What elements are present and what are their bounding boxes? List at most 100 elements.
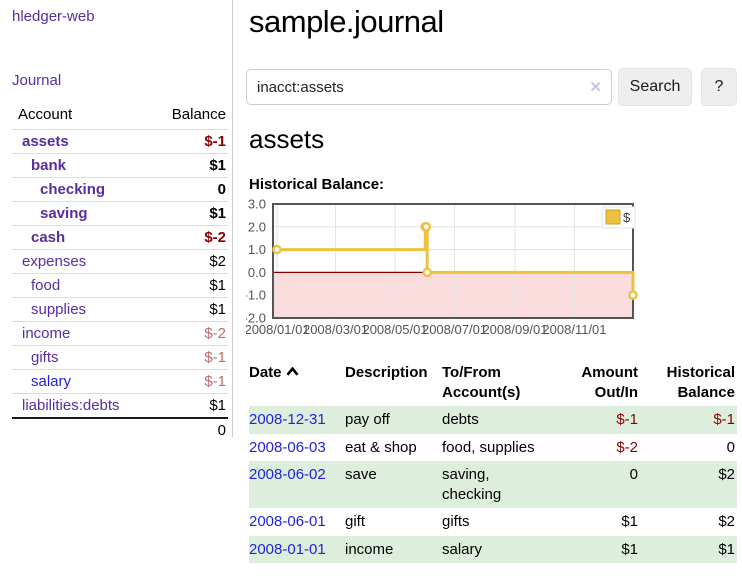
account-row: food $1 <box>12 273 228 298</box>
transaction-description: income <box>345 540 394 558</box>
search-input[interactable] <box>257 70 587 104</box>
transaction-balance: $-1 <box>713 411 735 428</box>
accounts-total-row: 0 <box>12 417 228 442</box>
register-header-balance: Historical Balance <box>666 364 735 401</box>
sidebar: hledger-web Journal Account Balance asse… <box>0 0 233 442</box>
register-header-description: Description <box>345 364 428 381</box>
sort-ascending-icon <box>286 367 299 376</box>
register-account-heading: assets <box>249 124 325 154</box>
transaction-row: 2008-06-02 save saving, checking 0 $2 <box>249 461 737 508</box>
transaction-balance: 0 <box>726 438 735 456</box>
transaction-date-link[interactable]: 2008-01-01 <box>249 540 326 558</box>
account-row: income $-2 <box>12 321 228 346</box>
account-link[interactable]: checking <box>40 181 106 198</box>
transaction-balance: $2 <box>718 466 735 483</box>
account-balance: $-2 <box>149 225 228 250</box>
svg-text:2008/05/01: 2008/05/01 <box>362 322 427 337</box>
account-row: saving $1 <box>12 201 228 226</box>
account-row: supplies $1 <box>12 297 228 322</box>
register-header-date[interactable]: Date <box>249 361 345 406</box>
svg-text:2008/09/01: 2008/09/01 <box>482 322 547 337</box>
balance-chart: $3.0 2.0 1.0 0.0 -1.0 -2.02008/01/012008/03/0… <box>244 197 638 337</box>
transaction-accounts: saving, checking <box>442 466 502 503</box>
account-link[interactable]: cash <box>31 229 66 246</box>
sidebar-item-journal[interactable]: Journal <box>12 72 62 89</box>
account-row: gifts $-1 <box>12 345 228 370</box>
transaction-description: eat & shop <box>345 438 417 456</box>
transaction-balance: $2 <box>718 513 735 530</box>
account-row: salary $-1 <box>12 369 228 394</box>
account-balance: $1 <box>149 297 228 322</box>
account-link[interactable]: bank <box>31 157 67 174</box>
transaction-date-link[interactable]: 2008-12-31 <box>249 411 326 428</box>
app-brand-link[interactable]: hledger-web <box>12 8 95 25</box>
account-balance: $1 <box>149 153 228 178</box>
transaction-row: 2008-06-03 eat & shop food, supplies $-2 0 <box>249 434 737 462</box>
account-balance: 0 <box>149 177 228 202</box>
transaction-accounts: food, supplies <box>442 438 535 456</box>
transaction-amount: 0 <box>629 466 638 483</box>
register-table: Date Description To/From Account(s) Amou… <box>249 361 737 563</box>
account-row: expenses $2 <box>12 249 228 274</box>
account-row: cash $-2 <box>12 225 228 250</box>
transaction-date-link[interactable]: 2008-06-02 <box>249 466 326 483</box>
search-box: ✕ <box>246 69 612 105</box>
transaction-date-link[interactable]: 2008-06-03 <box>249 438 326 456</box>
transaction-accounts: debts <box>442 411 479 428</box>
transaction-row: 2008-01-01 income salary $1 $1 <box>249 535 737 563</box>
accounts-table: Account Balance assets $-1 bank $1 checking 0… <box>12 102 228 442</box>
transaction-description: pay off <box>345 411 390 428</box>
search-button[interactable]: Search <box>618 68 692 106</box>
accounts-header-account: Account <box>18 106 73 123</box>
account-balance: $1 <box>149 273 228 298</box>
transaction-amount: $-2 <box>616 438 638 456</box>
svg-text:1.0: 1.0 <box>248 242 266 257</box>
transaction-balance: $1 <box>718 540 735 558</box>
transaction-amount: $1 <box>621 540 638 558</box>
clear-search-icon[interactable]: ✕ <box>589 79 602 96</box>
svg-text:2008/01/01: 2008/01/01 <box>246 322 310 337</box>
page-title: sample.journal <box>249 4 444 39</box>
account-link[interactable]: salary <box>31 373 72 390</box>
transaction-description: gift <box>345 513 366 530</box>
svg-text:-2.0: -2.0 <box>246 311 266 326</box>
transaction-accounts: salary <box>442 540 483 558</box>
transaction-description: save <box>345 466 377 483</box>
register-table-body: 2008-12-31 pay off debts $-1 $-1 2008-06-03 ea… <box>249 406 737 563</box>
svg-text:3.0: 3.0 <box>248 198 266 212</box>
account-balance: $-1 <box>149 345 228 370</box>
svg-text:2.0: 2.0 <box>248 219 266 234</box>
transaction-row: 2008-06-01 gift gifts $1 $2 <box>249 508 737 536</box>
account-balance: $1 <box>149 393 228 418</box>
account-row: bank $1 <box>12 153 228 178</box>
transaction-amount: $1 <box>621 513 638 530</box>
account-balance: $-2 <box>149 321 228 346</box>
account-link[interactable]: food <box>31 277 61 294</box>
register-header-amount: Amount Out/In <box>581 364 638 401</box>
account-link[interactable]: income <box>22 325 71 342</box>
account-balance: $-1 <box>149 129 228 154</box>
transaction-date-link[interactable]: 2008-06-01 <box>249 513 326 530</box>
account-link[interactable]: liabilities:debts <box>22 397 120 414</box>
help-button[interactable]: ? <box>701 68 737 106</box>
account-balance: $-1 <box>149 369 228 394</box>
main-content: sample.journal ✕ Search ? assets Histori… <box>244 0 742 582</box>
accounts-header-balance: Balance <box>171 106 226 123</box>
svg-text:$: $ <box>623 210 631 225</box>
account-link[interactable]: gifts <box>31 349 59 366</box>
account-link[interactable]: expenses <box>22 253 87 270</box>
account-link[interactable]: saving <box>40 205 88 222</box>
account-balance: $2 <box>149 249 228 274</box>
transaction-amount: $-1 <box>616 411 638 428</box>
chart-title: Historical Balance: <box>249 176 385 193</box>
register-header-accounts: To/From Account(s) <box>442 364 521 401</box>
account-link[interactable]: supplies <box>31 301 87 318</box>
svg-text:0.0: 0.0 <box>248 265 266 280</box>
account-link[interactable]: assets <box>22 133 69 150</box>
chart-container: $3.0 2.0 1.0 0.0 -1.0 -2.02008/01/012008/03/0… <box>244 197 742 344</box>
svg-text:2008/07/01: 2008/07/01 <box>422 322 487 337</box>
account-balance: $1 <box>149 201 228 226</box>
transaction-row: 2008-12-31 pay off debts $-1 $-1 <box>249 406 737 434</box>
accounts-table-body: assets $-1 bank $1 checking 0 saving $1 cash $-2 e… <box>12 129 228 442</box>
svg-text:2008/03/01: 2008/03/01 <box>303 322 368 337</box>
